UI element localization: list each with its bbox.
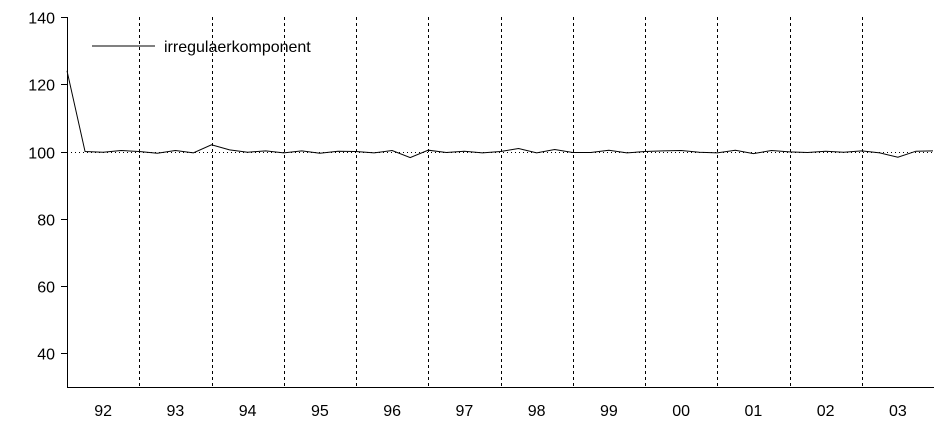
y-tick-label-80: 80 — [37, 213, 55, 230]
grid-layer — [139, 17, 863, 387]
y-tick-label-60: 60 — [37, 280, 55, 297]
y-tick-label-100: 100 — [28, 146, 55, 163]
x-tick-label-96: 96 — [383, 403, 401, 420]
x-tick-label-92: 92 — [94, 403, 112, 420]
x-tick-label-98: 98 — [528, 403, 546, 420]
x-tick-label-02: 02 — [817, 403, 835, 420]
x-tick-label-94: 94 — [239, 403, 257, 420]
x-tick-label-99: 99 — [600, 403, 618, 420]
x-tick-label-03: 03 — [889, 403, 907, 420]
y-tick-label-120: 120 — [28, 78, 55, 95]
legend: irregulaerkomponent — [92, 39, 311, 56]
x-tick-label-95: 95 — [311, 403, 329, 420]
x-tick-label-97: 97 — [455, 403, 473, 420]
legend-label: irregulaerkomponent — [164, 39, 311, 56]
series-layer — [66, 70, 934, 159]
x-tick-label-93: 93 — [166, 403, 184, 420]
y-tick-label-40: 40 — [37, 347, 55, 364]
x-tick-label-01: 01 — [744, 403, 762, 420]
series-line-0 — [66, 70, 934, 159]
x-tick-label-00: 00 — [672, 403, 690, 420]
y-tick-label-140: 140 — [28, 11, 55, 28]
axes-layer: 40 60 80 100 120 140 92 93 94 95 96 97 98 99 00 01 02 03 — [28, 11, 934, 420]
